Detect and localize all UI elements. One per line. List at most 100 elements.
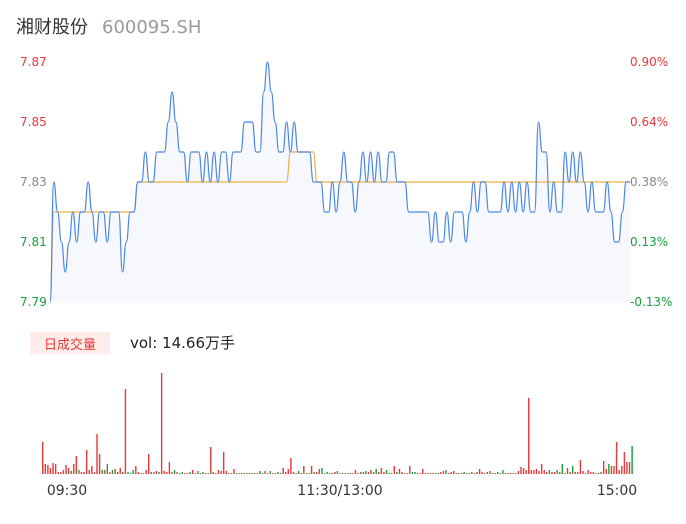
volume-bar bbox=[463, 472, 465, 474]
y-tick-label: 7.83 bbox=[20, 175, 47, 189]
volume-bar bbox=[434, 473, 437, 474]
volume-bar bbox=[548, 470, 551, 474]
volume-bar bbox=[238, 473, 240, 474]
volume-bar bbox=[502, 470, 504, 474]
volume-bar bbox=[608, 464, 610, 474]
volume-bar bbox=[124, 389, 127, 474]
volume-bar bbox=[484, 473, 486, 474]
volume-bar bbox=[504, 473, 507, 474]
volume-bar bbox=[429, 473, 432, 474]
y-right-tick-label: 0.64% bbox=[630, 115, 668, 129]
volume-bar bbox=[540, 464, 543, 474]
volume-bar bbox=[561, 464, 564, 474]
volume-bar bbox=[137, 472, 140, 474]
volume-bar bbox=[605, 469, 607, 474]
volume-bar bbox=[378, 472, 380, 474]
volume-bar bbox=[391, 473, 393, 474]
volume-bar bbox=[173, 470, 176, 474]
volume-bar bbox=[70, 471, 72, 474]
volume-readout: vol: 14.66万手 bbox=[130, 334, 235, 352]
volume-bar bbox=[445, 470, 447, 474]
volume-bar bbox=[54, 464, 57, 474]
volume-bar bbox=[610, 466, 613, 474]
volume-bar bbox=[357, 473, 359, 474]
volume-bar bbox=[210, 447, 212, 474]
volume-bar bbox=[447, 473, 450, 474]
volume-bar bbox=[398, 469, 401, 474]
volume-bar bbox=[618, 470, 620, 474]
volume-bar bbox=[290, 458, 292, 474]
volume-bar bbox=[422, 469, 424, 474]
volume-bar bbox=[153, 472, 155, 474]
volume-bar bbox=[538, 471, 540, 474]
volume-bar bbox=[140, 473, 142, 474]
volume-bar bbox=[212, 472, 215, 474]
volume-bar bbox=[274, 473, 277, 474]
volume-bar bbox=[142, 473, 145, 474]
volume-bar bbox=[587, 470, 589, 474]
volume-bar bbox=[571, 466, 574, 474]
volume-bar bbox=[328, 473, 331, 474]
volume-bar bbox=[184, 473, 186, 474]
volume-bar bbox=[468, 473, 470, 474]
volume-bar bbox=[101, 470, 103, 474]
volume-bar bbox=[323, 473, 326, 474]
volume-bar bbox=[49, 468, 52, 474]
volume-bar bbox=[597, 473, 600, 474]
y-tick-label: 7.87 bbox=[20, 55, 47, 69]
y-right-tick-label: 0.90% bbox=[630, 55, 668, 69]
volume-bar bbox=[416, 473, 419, 474]
volume-bar bbox=[409, 466, 411, 474]
volume-bar bbox=[546, 472, 548, 474]
volume-bar bbox=[297, 471, 300, 474]
volume-bar bbox=[189, 472, 191, 474]
volume-bar bbox=[473, 473, 476, 474]
volume-bar bbox=[380, 468, 383, 474]
volume-bar bbox=[349, 473, 352, 474]
volume-bar bbox=[486, 472, 489, 474]
volume-bar bbox=[411, 472, 414, 474]
volume-bar bbox=[458, 473, 460, 474]
volume-bar bbox=[241, 473, 243, 474]
volume-bar bbox=[57, 472, 59, 474]
volume-bar bbox=[197, 471, 199, 474]
volume-bar bbox=[202, 472, 204, 474]
volume-bar bbox=[91, 466, 93, 474]
volume-bar bbox=[341, 473, 344, 474]
volume-bar bbox=[204, 473, 207, 474]
volume-bar bbox=[44, 464, 47, 474]
volume-bar bbox=[228, 473, 230, 474]
header: 湘财股份 600095.SH bbox=[16, 13, 201, 39]
volume-bar bbox=[246, 473, 248, 474]
volume-bar bbox=[499, 473, 501, 474]
volume-bar bbox=[564, 473, 566, 474]
y-right-tick-label: 0.38% bbox=[630, 175, 668, 189]
volume-bar bbox=[155, 471, 158, 474]
volume-bar bbox=[163, 471, 165, 474]
volume-bar bbox=[303, 466, 305, 474]
volume-bar bbox=[253, 473, 256, 474]
volume-bar bbox=[535, 469, 538, 474]
volume-bar bbox=[372, 472, 375, 474]
volume-bar bbox=[106, 464, 109, 474]
volume-bar bbox=[595, 473, 597, 474]
volume-bar bbox=[67, 468, 70, 474]
volume-bar bbox=[574, 472, 576, 474]
volume-tab[interactable]: 日成交量 bbox=[30, 332, 110, 354]
volume-bar bbox=[440, 472, 442, 474]
volume-bar bbox=[331, 473, 333, 474]
volume-bar bbox=[569, 472, 571, 474]
volume-bar bbox=[551, 472, 553, 474]
volume-bar bbox=[427, 473, 429, 474]
volume-bar bbox=[424, 473, 427, 474]
volume-bar bbox=[334, 472, 336, 474]
volume-bar bbox=[352, 473, 354, 474]
y-tick-label: 7.79 bbox=[20, 295, 47, 309]
volume-bar bbox=[259, 471, 261, 474]
volume-bar bbox=[313, 472, 315, 474]
volume-bar bbox=[181, 472, 184, 474]
volume-bar bbox=[584, 473, 587, 474]
volume-bar bbox=[326, 472, 328, 474]
volume-bar bbox=[78, 470, 80, 474]
volume-bar bbox=[396, 472, 398, 474]
